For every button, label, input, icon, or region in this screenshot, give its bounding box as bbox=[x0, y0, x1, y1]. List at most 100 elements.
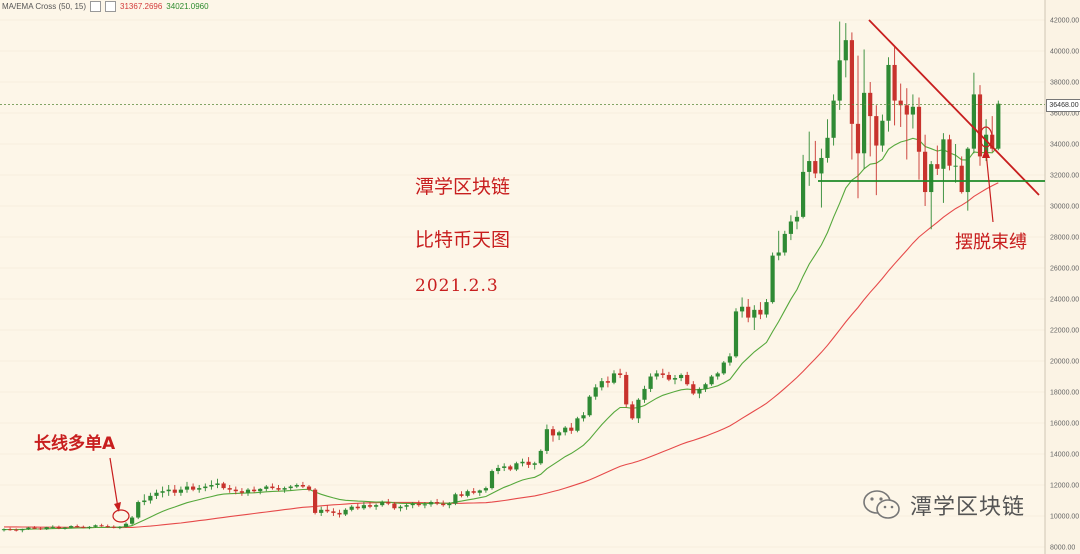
candle bbox=[496, 464, 501, 475]
candle bbox=[758, 302, 763, 320]
candle bbox=[630, 401, 635, 420]
candle bbox=[20, 528, 25, 533]
candle bbox=[855, 55, 861, 199]
candle bbox=[569, 423, 574, 434]
y-tick-label: 28000.00 bbox=[1050, 235, 1079, 242]
ma-value: 31367.2696 bbox=[120, 2, 163, 11]
candle bbox=[489, 469, 495, 490]
candle bbox=[215, 478, 220, 489]
candle bbox=[837, 21, 842, 110]
breakout-arrow bbox=[985, 151, 994, 223]
watermark-text: 潭学区块链 bbox=[910, 495, 1026, 520]
candle bbox=[56, 525, 61, 530]
candle bbox=[819, 148, 824, 208]
candle bbox=[727, 353, 732, 366]
candle bbox=[1, 528, 7, 532]
candle bbox=[508, 464, 513, 472]
annotation-breakout: 摆脱束缚 bbox=[955, 232, 1027, 253]
candle bbox=[898, 83, 903, 127]
candle bbox=[660, 368, 665, 379]
candle bbox=[270, 483, 275, 490]
candle bbox=[477, 489, 482, 496]
axis-background bbox=[1045, 0, 1080, 554]
candle bbox=[648, 373, 653, 392]
candle bbox=[136, 500, 141, 520]
candle bbox=[532, 461, 537, 470]
candle bbox=[691, 381, 696, 396]
candle bbox=[746, 299, 751, 323]
candle bbox=[977, 85, 983, 166]
candle bbox=[642, 385, 647, 403]
candle bbox=[81, 525, 86, 529]
y-tick-label: 20000.00 bbox=[1050, 359, 1079, 366]
candle bbox=[611, 370, 617, 385]
y-tick-label: 22000.00 bbox=[1050, 328, 1079, 335]
candle bbox=[428, 500, 434, 507]
y-tick-label: 38000.00 bbox=[1050, 80, 1079, 87]
candle bbox=[233, 486, 238, 495]
candle bbox=[178, 486, 183, 496]
candle bbox=[441, 500, 446, 507]
candle bbox=[709, 374, 714, 386]
candle bbox=[26, 526, 31, 530]
y-tick-label: 36000.00 bbox=[1050, 111, 1079, 118]
y-tick-label: 32000.00 bbox=[1050, 173, 1079, 180]
candle bbox=[471, 488, 476, 495]
candle bbox=[904, 88, 909, 160]
candle bbox=[813, 140, 818, 179]
y-tick-label: 26000.00 bbox=[1050, 266, 1079, 273]
settings-toggle[interactable] bbox=[105, 1, 117, 12]
candle bbox=[191, 483, 196, 492]
candle bbox=[538, 449, 543, 465]
candle bbox=[14, 528, 19, 532]
candle bbox=[849, 32, 854, 160]
candle bbox=[404, 503, 409, 510]
candle bbox=[593, 384, 598, 400]
candle bbox=[349, 505, 354, 512]
candle bbox=[831, 94, 836, 146]
candle bbox=[44, 526, 49, 530]
candle bbox=[99, 523, 104, 527]
candle bbox=[459, 491, 464, 498]
candle bbox=[953, 144, 958, 183]
candle bbox=[618, 368, 623, 379]
candle bbox=[380, 500, 385, 507]
candle bbox=[337, 509, 342, 518]
candle bbox=[294, 483, 299, 489]
ema-15-line bbox=[3, 137, 999, 531]
candle bbox=[581, 412, 586, 422]
candle bbox=[392, 502, 397, 510]
candle bbox=[520, 458, 525, 467]
visibility-toggle[interactable] bbox=[90, 1, 102, 12]
candle bbox=[184, 481, 190, 493]
entry-circle bbox=[112, 509, 130, 523]
candle bbox=[313, 488, 318, 515]
candle bbox=[288, 485, 293, 491]
candle bbox=[453, 492, 458, 506]
candle bbox=[130, 516, 135, 526]
y-tick-label: 10000.00 bbox=[1050, 514, 1079, 521]
candle bbox=[776, 230, 781, 261]
candle bbox=[62, 526, 68, 530]
candle bbox=[435, 498, 440, 506]
candle bbox=[416, 500, 421, 507]
y-tick-label: 34000.00 bbox=[1050, 142, 1079, 149]
candle bbox=[483, 486, 488, 493]
candle bbox=[868, 82, 873, 157]
candle bbox=[117, 526, 122, 530]
candle bbox=[300, 481, 305, 489]
candle bbox=[502, 463, 507, 472]
candle bbox=[947, 134, 952, 171]
candle bbox=[935, 145, 940, 175]
candle bbox=[575, 416, 580, 433]
y-tick-label: 24000.00 bbox=[1050, 297, 1079, 304]
candle bbox=[227, 485, 232, 493]
descending-trendline bbox=[868, 19, 1040, 196]
candlesticks bbox=[1, 21, 1001, 533]
candle bbox=[123, 522, 129, 528]
candle bbox=[788, 215, 793, 241]
candle bbox=[465, 489, 470, 498]
candle bbox=[258, 488, 263, 495]
candle bbox=[264, 485, 269, 492]
